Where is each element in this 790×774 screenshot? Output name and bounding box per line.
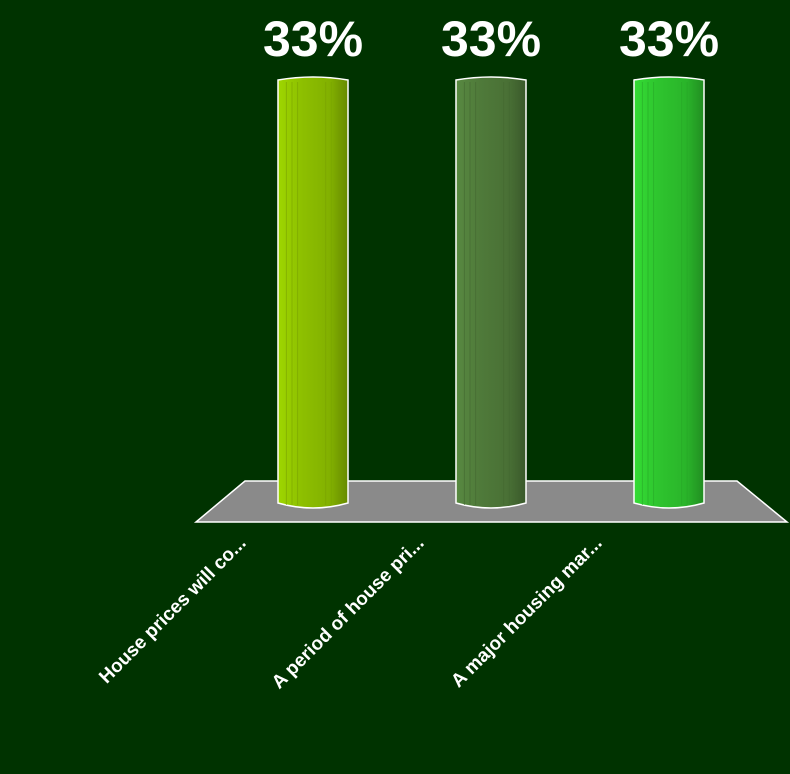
bar-3	[633, 76, 705, 509]
value-labels-layer: 33% 33% 33%	[263, 11, 719, 67]
category-label-2: A period of house pri...	[268, 533, 429, 694]
bar-body-1	[277, 76, 349, 509]
bar-body-3	[633, 76, 705, 509]
category-label-3: A major housing mar...	[447, 533, 606, 692]
category-label-1: House prices will co...	[95, 533, 250, 688]
bar-2	[455, 76, 527, 509]
value-label-3: 33%	[619, 11, 719, 67]
category-labels-layer: House prices will co... A period of house…	[95, 533, 606, 694]
bar-1	[277, 76, 349, 509]
bars-layer	[277, 76, 705, 509]
value-label-2: 33%	[441, 11, 541, 67]
value-label-1: 33%	[263, 11, 363, 67]
bar-body-2	[455, 76, 527, 509]
